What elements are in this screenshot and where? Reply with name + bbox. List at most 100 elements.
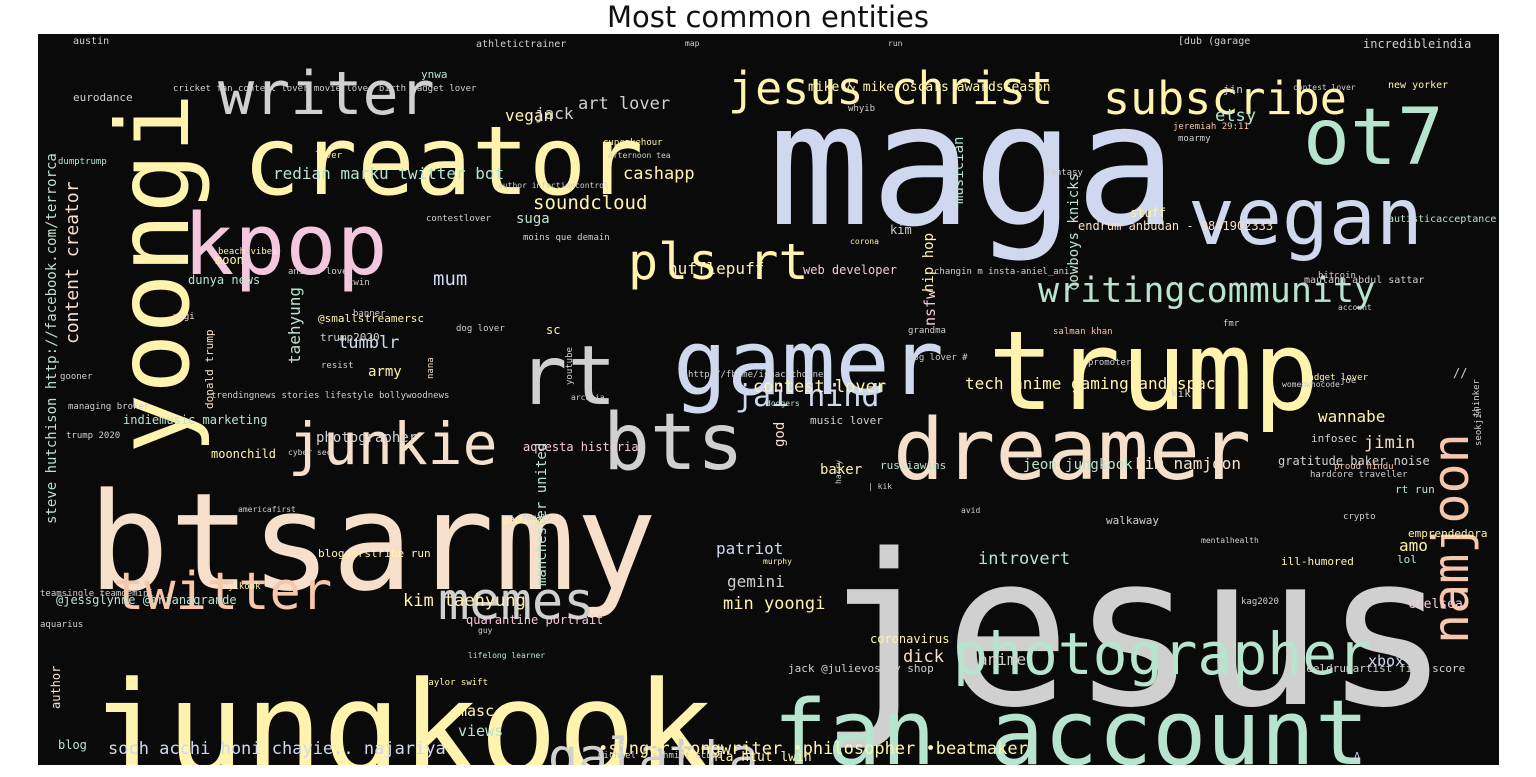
- word-wannabe: wannabe: [1318, 407, 1385, 426]
- word-galatta: galatta: [548, 728, 759, 765]
- word-trump-2020: trump 2020: [66, 431, 120, 441]
- word-beach-vibes: beach vibes: [218, 247, 278, 257]
- word-cloud-svg: magajesusbtsarmyjungkooktrumpcreatorgame…: [38, 34, 1499, 765]
- word-taehyung: taehyung: [285, 287, 304, 364]
- word-trump: trump: [988, 307, 1319, 435]
- word-afternoon-tea: afternoon tea: [608, 151, 671, 160]
- word-cashapp: cashapp: [623, 164, 695, 184]
- word-namjoon: namjoon: [1422, 433, 1480, 644]
- cloud-background: [38, 34, 1499, 765]
- word-gemini: gemini: [727, 572, 785, 591]
- word-jack-julievos-my-shop: jack @julievos my shop: [788, 662, 934, 675]
- word-seokjin: seokjin: [1474, 408, 1484, 446]
- word-aquarius: aquarius: [40, 620, 83, 630]
- word-suga: suga: [516, 211, 550, 227]
- word-joe: joe: [1340, 376, 1356, 386]
- word-author: author: [49, 666, 63, 709]
- word-jungkook: jungkook: [88, 653, 714, 765]
- word-web-developer: web developer: [803, 263, 897, 277]
- word-music-lover: music lover: [810, 414, 883, 427]
- word-moarmy: moarmy: [1178, 134, 1211, 144]
- word-russiawins: russiawins: [880, 459, 946, 472]
- word-nana: nana: [426, 357, 436, 379]
- word-dog-lover: dog lover: [456, 324, 505, 334]
- word-steve-hutchison-http-facebook-com-terrorca: steve hutchison http://facebook.com/terr…: [44, 153, 60, 524]
- word-womenwhocode: womenwhocode: [1282, 380, 1340, 389]
- word-contest-lover: contest lover: [753, 377, 886, 397]
- word-kik: kik: [1171, 387, 1191, 400]
- word-whyib: whyib: [848, 104, 875, 114]
- word-americafirst: americafirst: [238, 505, 296, 514]
- word-god: god: [772, 422, 788, 447]
- word-dog-lover: dog lover #: [908, 353, 968, 363]
- word-hardcore-traveller: hardcore traveller: [1310, 470, 1408, 480]
- word-hla-htut-lwin: hla htut lwin: [710, 750, 812, 765]
- word-writer: writer: [218, 59, 435, 129]
- word-gadget-lover: gadget lover: [1303, 373, 1369, 383]
- word-fmr: fmr: [1223, 319, 1240, 329]
- word-managing-broker: managing broker: [68, 402, 150, 412]
- word-chelsea: chelsea: [1408, 597, 1463, 612]
- word-jai-hind: jai hind: [735, 379, 880, 414]
- word-baker: baker: [820, 462, 862, 478]
- word-jimin: jimin: [1364, 433, 1415, 453]
- word-nsfw: nsfw: [921, 289, 939, 326]
- word-anime: anime: [978, 650, 1026, 669]
- word-soch-acchi-honi-chayie-najariya: soch acchi honi chayie.. najariya: [108, 739, 446, 759]
- word-kag2020: kag2020: [1241, 597, 1279, 607]
- word-creator: creator: [243, 107, 643, 217]
- word-ynwa: ynwa: [421, 68, 448, 81]
- word-bts: bts: [603, 398, 744, 488]
- word-cricket-fan-contest-lover-movie-lover-birth-gadget-lover: cricket fan contest lover movie lover bi…: [173, 84, 477, 94]
- word-jikook: jikook: [228, 582, 261, 592]
- word-thinker: thinker: [1472, 378, 1482, 417]
- word-writingcommunity: writingcommunity: [1038, 271, 1375, 311]
- word-rt: rt: [518, 329, 617, 424]
- word-fantasy: fantasy: [1045, 168, 1084, 178]
- word-jesus-christ: jesus christ: [728, 62, 1053, 115]
- word-trump2020: trump2020: [320, 331, 380, 344]
- word-ot7: ot7: [1303, 93, 1444, 183]
- word-maga: maga: [768, 67, 1177, 265]
- word-http-fb-me-isaacrthorne: http://fb.me/isaacrthorne: [688, 370, 823, 380]
- word-army: army: [368, 364, 402, 380]
- word-memes: memes: [438, 572, 595, 632]
- word-fan-account: fan account: [773, 681, 1369, 765]
- word-kim-taehyung: kim taehyung: [403, 591, 526, 611]
- word-gratitude-baker-noise: gratitude baker noise: [1278, 454, 1430, 468]
- word-contest-lover: contest lover: [1293, 83, 1356, 92]
- word-art-lover: art lover: [578, 94, 670, 114]
- word-views: views: [458, 722, 503, 740]
- word-jesus: jesus: [818, 509, 1450, 754]
- word-infosec: infosec: [1311, 432, 1357, 445]
- word-yogi: yogi: [173, 312, 195, 322]
- word-xbox: xbox: [1368, 652, 1404, 670]
- word-photographer: photographer: [316, 430, 417, 446]
- word-run: run: [888, 39, 903, 48]
- word-mum: mum: [433, 268, 467, 290]
- word-twin: twin: [348, 278, 370, 288]
- word-sc: sc: [546, 323, 560, 337]
- word-banner: banner: [353, 309, 386, 319]
- word-junkie: junkie: [288, 410, 498, 478]
- word-amo: amo: [1399, 536, 1428, 555]
- word-jeremiah-29-11: jeremiah 29:11: [1173, 122, 1249, 132]
- word-contestlover: contestlover: [426, 214, 492, 224]
- word-lifelong-learner: lifelong learner: [468, 651, 545, 660]
- word-resist: resist: [321, 361, 354, 371]
- word-mentalhealth: mentalhealth: [1201, 536, 1259, 545]
- word-proud-hindu: proud hindu: [1334, 462, 1394, 472]
- word-grandma: grandma: [908, 326, 946, 336]
- word-author-infectioncontrol: author infectioncontrol: [498, 181, 609, 190]
- word-dick: dick: [903, 647, 944, 667]
- word-athletictrainer: athletictrainer: [476, 39, 566, 50]
- word-harry: harry: [834, 460, 843, 484]
- word-salman-khan: salman khan: [1053, 327, 1113, 337]
- word-content-creator: content creator: [62, 181, 83, 344]
- word-bloggerstribe-run: bloggerstribe run: [318, 547, 431, 560]
- word-ill-humored: ill-humored: [1281, 555, 1354, 568]
- word-coronavirus: coronavirus: [870, 632, 949, 646]
- word-soundcloud: soundcloud: [533, 192, 647, 214]
- word-aquesta-historia: aquesta historia: [523, 440, 639, 454]
- word-map: map: [685, 39, 700, 48]
